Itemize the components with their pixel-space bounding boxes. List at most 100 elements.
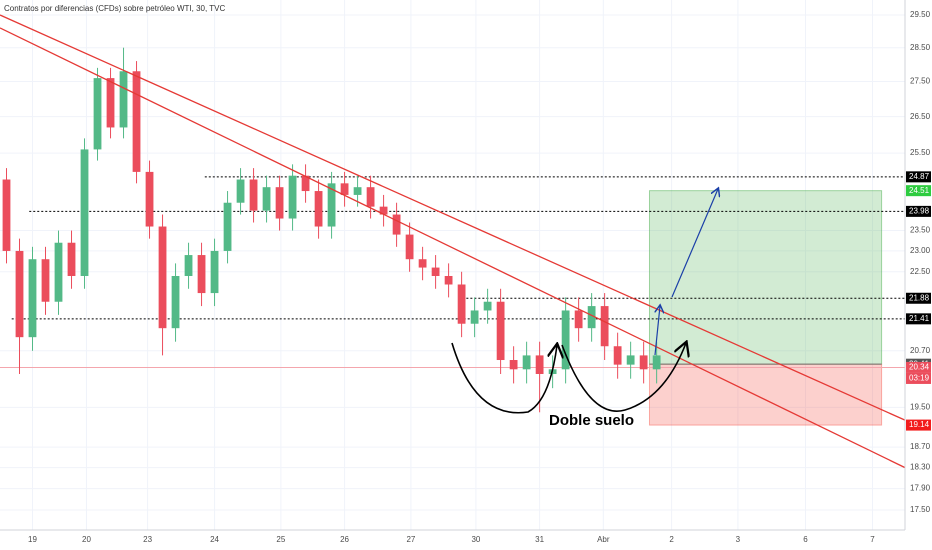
price-flag-label: 19.14 (909, 420, 930, 429)
candle-body (353, 187, 362, 195)
x-tick-label: Abr (597, 535, 610, 544)
x-tick-label: 27 (406, 535, 415, 544)
candle-body (67, 242, 76, 276)
x-tick-label: 25 (276, 535, 285, 544)
candle-body (2, 179, 11, 251)
candle-body (288, 175, 297, 219)
curve-right (561, 343, 686, 412)
y-tick-label: 18.70 (910, 442, 931, 451)
candle-body (457, 284, 466, 324)
candle-body (184, 255, 193, 276)
y-tick-label: 28.50 (910, 43, 931, 52)
candle-body (249, 179, 258, 211)
candle-body (418, 259, 427, 268)
price-flag-label: 21.88 (909, 293, 930, 302)
y-tick-label: 18.30 (910, 463, 931, 472)
candle-body (587, 306, 596, 329)
position (0, 190, 905, 426)
candle-body (106, 78, 115, 128)
candle-body (522, 355, 531, 370)
candle-body (197, 255, 206, 294)
price-flag-label: 21.41 (909, 314, 930, 323)
annotation: Doble suelo (549, 412, 634, 429)
y-tick-label: 27.50 (910, 77, 931, 86)
x-tick-label: 7 (870, 535, 875, 544)
price-flag (906, 185, 931, 197)
candle-body (405, 234, 414, 260)
x-tick-label: 3 (736, 535, 741, 544)
price-flag-label: 24.87 (909, 172, 930, 181)
axes: 29.50 28.50 27.50 26.50 25.50 23.50 23.00 22.50… (28, 10, 931, 544)
candle-body (535, 355, 544, 374)
y-tick-label: 26.50 (910, 112, 931, 121)
candle-body (483, 301, 492, 311)
x-tick-label: 2 (669, 535, 674, 544)
candle-body (275, 187, 284, 219)
price-flag (906, 171, 931, 183)
chart-title: Contratos por diferencias (CFDs) sobre p… (4, 4, 225, 13)
y-tick-label: 23.50 (910, 226, 931, 235)
price-flag-label: 24.51 (909, 186, 930, 195)
trendlines (0, 14, 906, 469)
x-tick-label: 26 (340, 535, 349, 544)
arrow (671, 189, 718, 298)
candle-body (54, 242, 63, 302)
candle-body (639, 355, 648, 370)
y-tick-label: 29.50 (910, 10, 931, 19)
curve-left (451, 343, 557, 414)
candle-body (171, 275, 180, 329)
target-zone (648, 190, 883, 365)
candle-body (236, 179, 245, 203)
candle-body (509, 360, 518, 370)
candle-body (262, 187, 271, 211)
y-tick-label: 17.50 (910, 505, 931, 514)
price-flag (906, 419, 931, 431)
y-tick-label: 17.90 (910, 484, 931, 493)
candle-body (613, 346, 622, 365)
price-flag-label: 20.34 (909, 363, 930, 372)
candle-body (366, 187, 375, 207)
candle-body (444, 275, 453, 285)
candle-body (626, 355, 635, 365)
candle-body (561, 310, 570, 370)
price-flag (906, 361, 931, 373)
candle-body (431, 267, 440, 276)
candle-body (314, 191, 323, 227)
candle-body (379, 206, 388, 215)
candle-body (93, 78, 102, 150)
arrow (654, 306, 660, 356)
candle-body (158, 226, 167, 329)
candle-body (340, 183, 349, 195)
candle-body (223, 202, 232, 251)
candle-body (392, 214, 401, 235)
candle-body (132, 71, 141, 172)
candle-body (652, 355, 661, 370)
y-tick-label: 22.50 (910, 267, 931, 276)
candle-body (28, 259, 37, 338)
trendline (0, 27, 906, 469)
stop-zone (648, 363, 883, 426)
countdown-flag (906, 372, 931, 384)
y-tick-label: 19.50 (910, 403, 931, 412)
x-tick-label: 30 (471, 535, 480, 544)
price-flag (906, 205, 931, 217)
price-flag-label: 23.98 (909, 206, 930, 215)
y-tick-label: 20.70 (910, 346, 931, 355)
candle-body (496, 301, 505, 361)
candle-body (41, 259, 50, 302)
x-tick-label: 24 (210, 535, 219, 544)
x-tick-label: 6 (803, 535, 808, 544)
x-tick-label: 19 (28, 535, 37, 544)
candle-body (600, 306, 609, 347)
price-flag (906, 292, 931, 304)
candles (2, 47, 661, 413)
candle-body (574, 310, 583, 329)
candle-body (15, 250, 24, 338)
candle-body (80, 149, 89, 276)
x-tick-label: 31 (535, 535, 544, 544)
candle-body (210, 250, 219, 294)
x-tick-label: 20 (82, 535, 91, 544)
